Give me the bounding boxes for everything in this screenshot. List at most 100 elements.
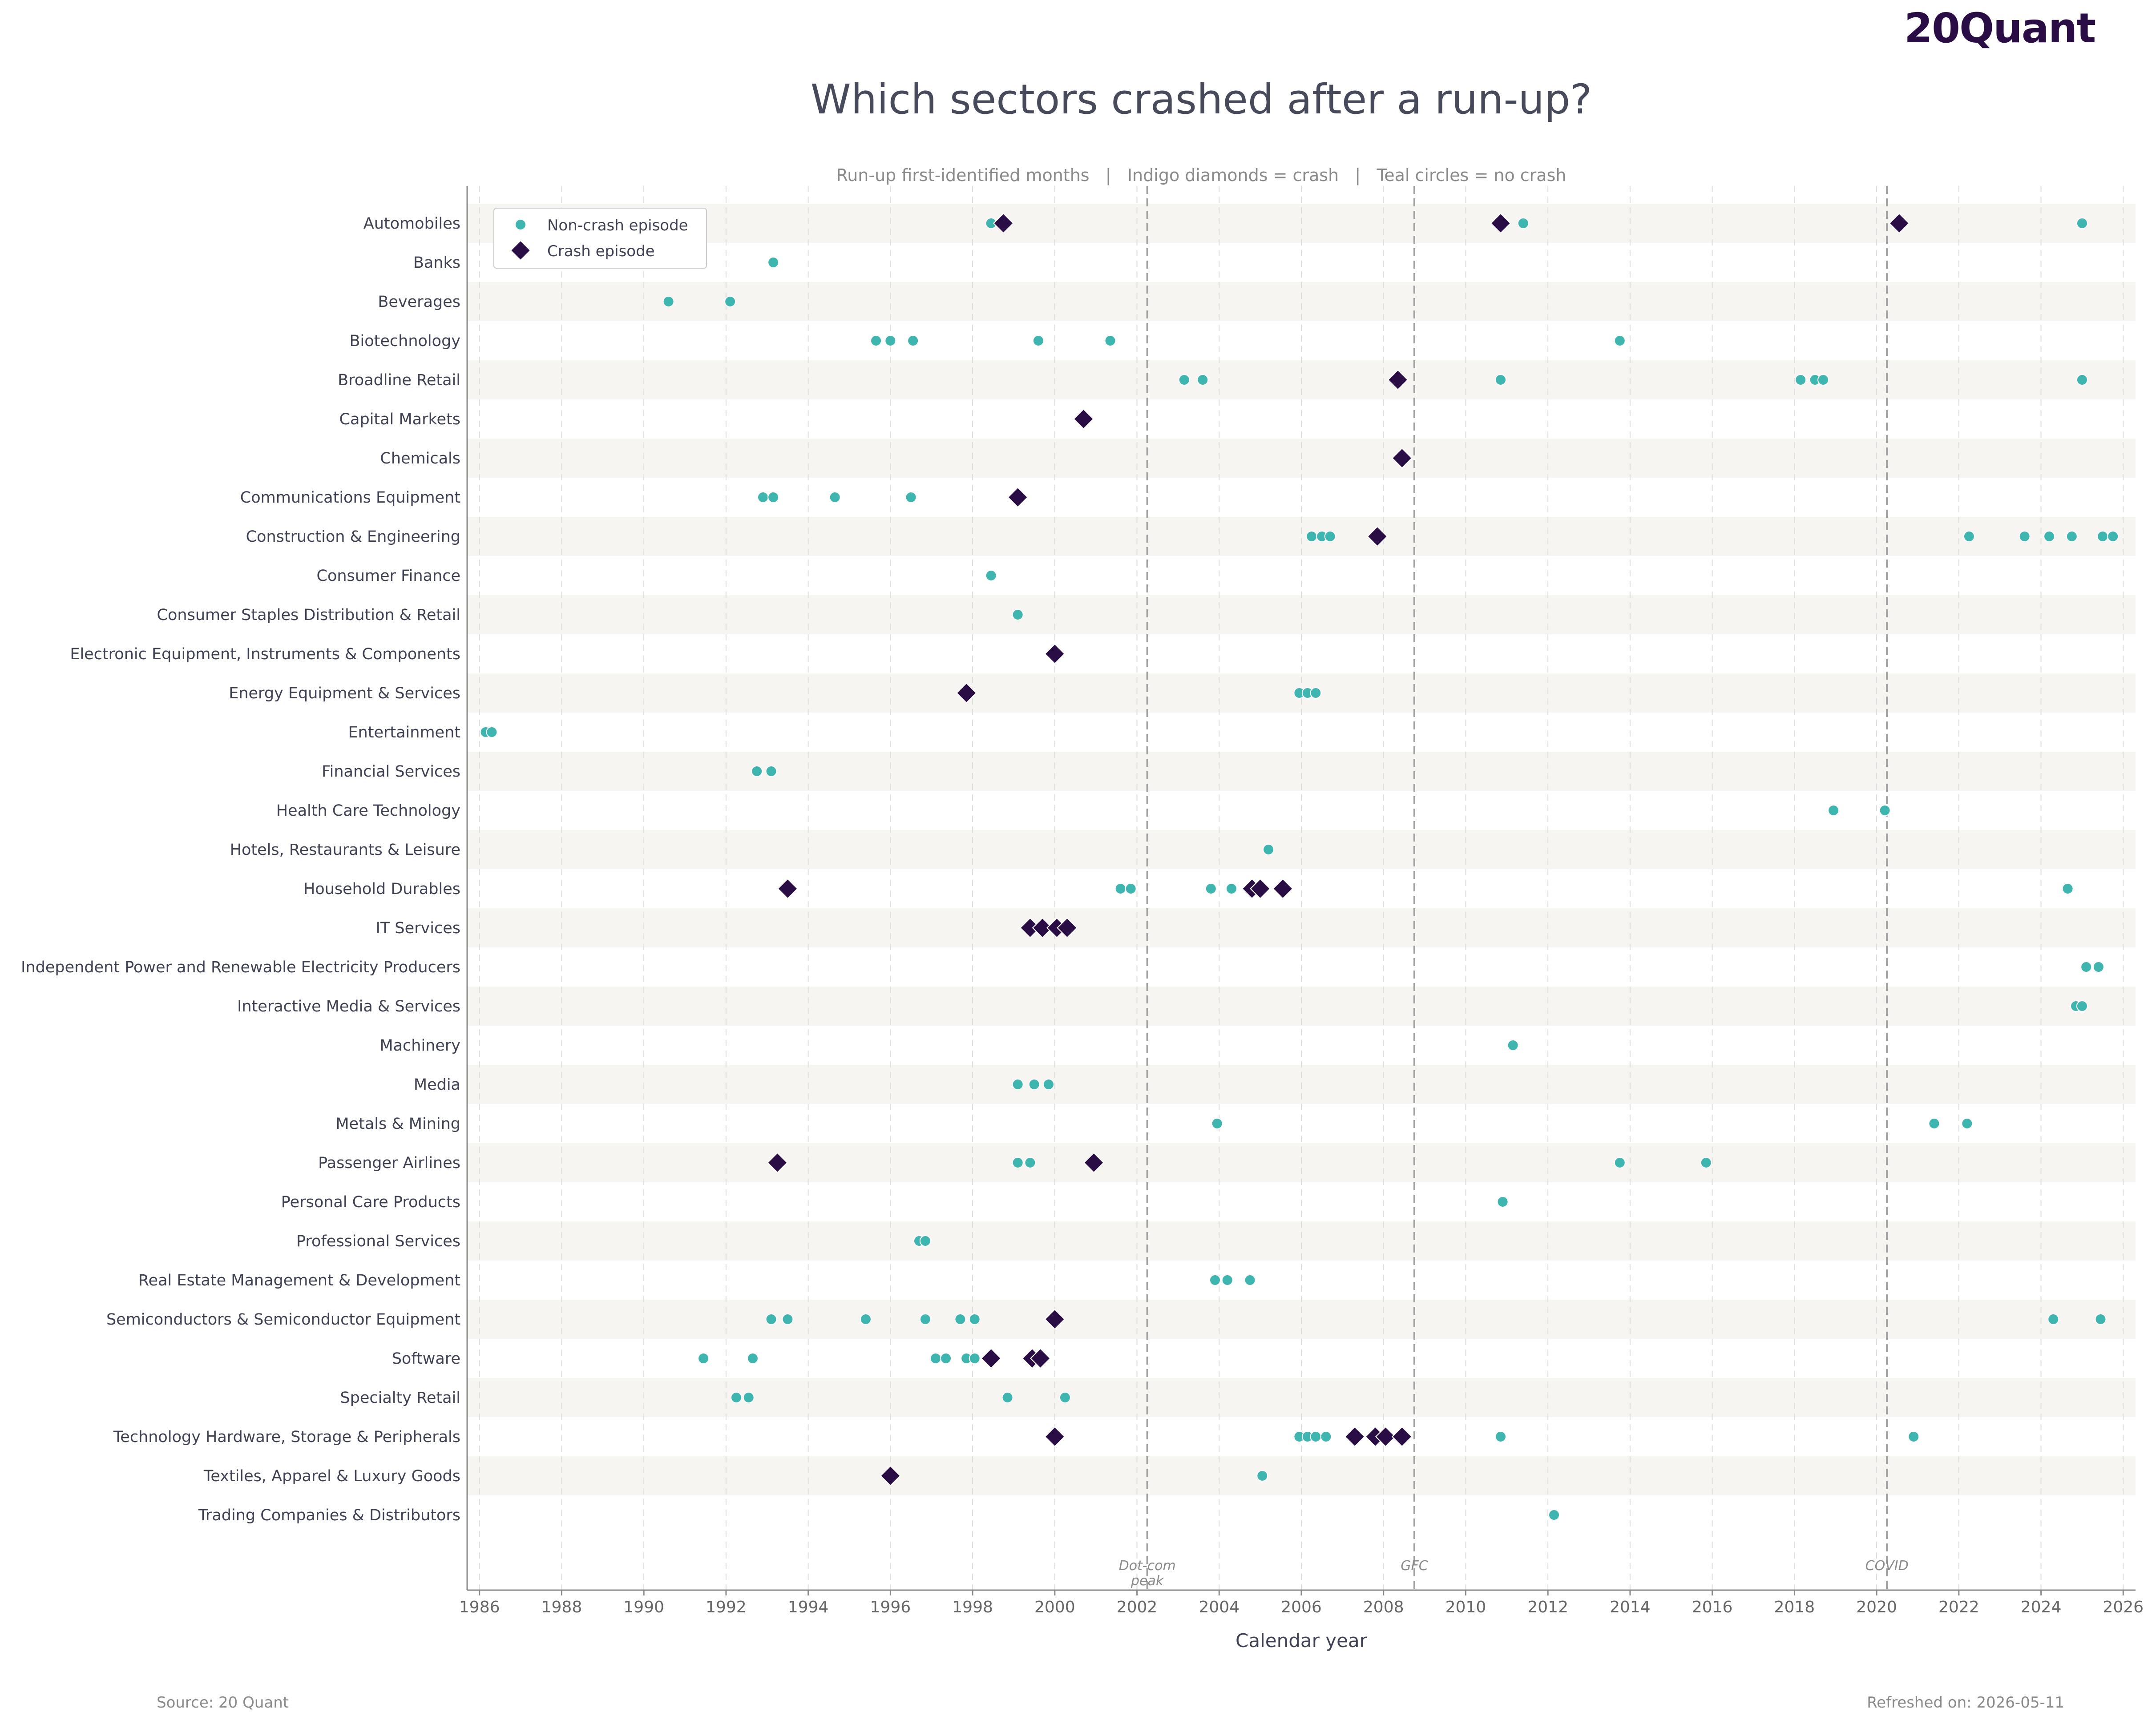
y-tick-label: Professional Services — [296, 1233, 460, 1250]
crash-point — [1044, 1309, 1066, 1330]
crash-point — [1073, 408, 1094, 430]
legend-label: Non-crash episode — [547, 217, 688, 234]
y-tick-label: Entertainment — [348, 724, 460, 741]
y-tick-label: Biotechnology — [350, 332, 461, 350]
non-crash-point — [1104, 335, 1116, 346]
non-crash-point — [1548, 1509, 1560, 1521]
x-tick-label: 2014 — [1610, 1598, 1651, 1616]
crash-point — [1490, 213, 1511, 234]
y-tick-label: Broadline Retail — [338, 371, 460, 389]
y-tick-label: Trading Companies & Distributors — [198, 1507, 460, 1524]
non-crash-point — [929, 1353, 941, 1364]
non-crash-point — [1211, 1118, 1223, 1129]
non-crash-point — [969, 1313, 981, 1325]
non-crash-point — [1221, 1274, 1233, 1286]
non-crash-point — [1324, 531, 1336, 542]
non-crash-point — [743, 1392, 755, 1403]
non-crash-point — [1028, 1079, 1040, 1090]
non-crash-point — [1032, 335, 1044, 346]
non-crash-point — [1963, 531, 1975, 542]
non-crash-point — [2107, 531, 2119, 542]
crash-point — [1344, 1426, 1365, 1447]
non-crash-point — [985, 570, 997, 581]
chart-title: Which sectors crashed after a run-up? — [810, 76, 1592, 123]
non-crash-point — [1497, 1196, 1509, 1208]
non-crash-point — [1042, 1079, 1054, 1090]
non-crash-point — [2076, 218, 2088, 229]
event-label: COVID — [1865, 1558, 1909, 1574]
non-crash-point — [1001, 1392, 1013, 1403]
x-tick-label: 2020 — [1856, 1598, 1897, 1616]
non-crash-point — [782, 1313, 794, 1325]
x-tick-label: 2024 — [2021, 1598, 2062, 1616]
legend-box — [493, 208, 707, 269]
non-crash-point — [765, 765, 777, 777]
non-crash-point — [2019, 531, 2031, 542]
crash-point — [1044, 1426, 1066, 1447]
x-tick-label: 2006 — [1281, 1598, 1322, 1616]
crash-point — [1057, 917, 1078, 939]
y-tick-label: Financial Services — [322, 763, 460, 781]
non-crash-point — [954, 1313, 966, 1325]
event-label: Dot-com — [1119, 1558, 1176, 1574]
legend-crash-marker — [510, 240, 531, 261]
non-crash-point — [1012, 1079, 1024, 1090]
event-label: GFC — [1401, 1558, 1428, 1574]
y-tick-label: Personal Care Products — [281, 1193, 460, 1211]
non-crash-point — [1125, 883, 1137, 894]
non-crash-point — [919, 1313, 931, 1325]
x-tick-label: 1996 — [870, 1598, 911, 1616]
non-crash-point — [767, 491, 779, 503]
non-crash-point — [2097, 531, 2109, 542]
legend-label: Crash episode — [547, 242, 655, 260]
non-crash-point — [2095, 1313, 2107, 1325]
brand-logo: 20Quant — [1904, 4, 2096, 52]
non-crash-point — [1517, 218, 1529, 229]
x-tick-label: 1990 — [623, 1598, 664, 1616]
y-tick-label: Specialty Retail — [340, 1389, 460, 1407]
non-crash-point — [870, 335, 882, 346]
x-axis-label: Calendar year — [1235, 1630, 1368, 1652]
y-tick-label: Household Durables — [303, 880, 460, 898]
non-crash-point — [1961, 1118, 1973, 1129]
non-crash-point — [1828, 805, 1840, 816]
y-tick-label: Hotels, Restaurants & Leisure — [230, 841, 460, 859]
non-crash-point — [1614, 1157, 1626, 1168]
non-crash-point — [486, 726, 498, 738]
non-crash-point — [757, 491, 769, 503]
non-crash-point — [2062, 883, 2074, 894]
non-crash-point — [1494, 1431, 1506, 1442]
event-label: peak — [1130, 1573, 1164, 1589]
y-tick-label: Software — [392, 1350, 460, 1368]
x-tick-label: 2000 — [1034, 1598, 1075, 1616]
y-tick-label: Chemicals — [380, 450, 460, 467]
x-tick-label: 2018 — [1774, 1598, 1815, 1616]
y-tick-label: Consumer Finance — [317, 567, 461, 585]
crash-point — [1032, 917, 1053, 939]
y-tick-label: Automobiles — [363, 215, 460, 233]
non-crash-point — [919, 1235, 931, 1247]
y-tick-label: IT Services — [376, 919, 460, 937]
y-tick-label: Metals & Mining — [335, 1115, 460, 1133]
non-crash-point — [1197, 374, 1209, 386]
non-crash-point — [1494, 374, 1506, 386]
non-crash-point — [730, 1392, 742, 1403]
chart-subtitle: Run-up first-identified months | Indigo … — [836, 165, 1567, 185]
x-tick-label: 2012 — [1527, 1598, 1568, 1616]
non-crash-point — [747, 1353, 759, 1364]
non-crash-point — [2043, 531, 2055, 542]
non-crash-point — [698, 1353, 710, 1364]
y-tick-label: Health Care Technology — [276, 802, 460, 820]
x-tick-label: 2016 — [1692, 1598, 1733, 1616]
crash-point — [880, 1465, 901, 1486]
y-tick-label: Interactive Media & Services — [237, 998, 460, 1015]
x-tick-label: 1988 — [541, 1598, 582, 1616]
non-crash-point — [1114, 883, 1126, 894]
non-crash-point — [2080, 961, 2092, 973]
y-tick-label: Media — [414, 1076, 460, 1094]
y-tick-label: Beverages — [378, 293, 460, 311]
non-crash-point — [1178, 374, 1190, 386]
non-crash-point — [2092, 961, 2104, 973]
legend-non-crash-marker — [515, 219, 526, 230]
x-tick-label: 2002 — [1117, 1598, 1158, 1616]
